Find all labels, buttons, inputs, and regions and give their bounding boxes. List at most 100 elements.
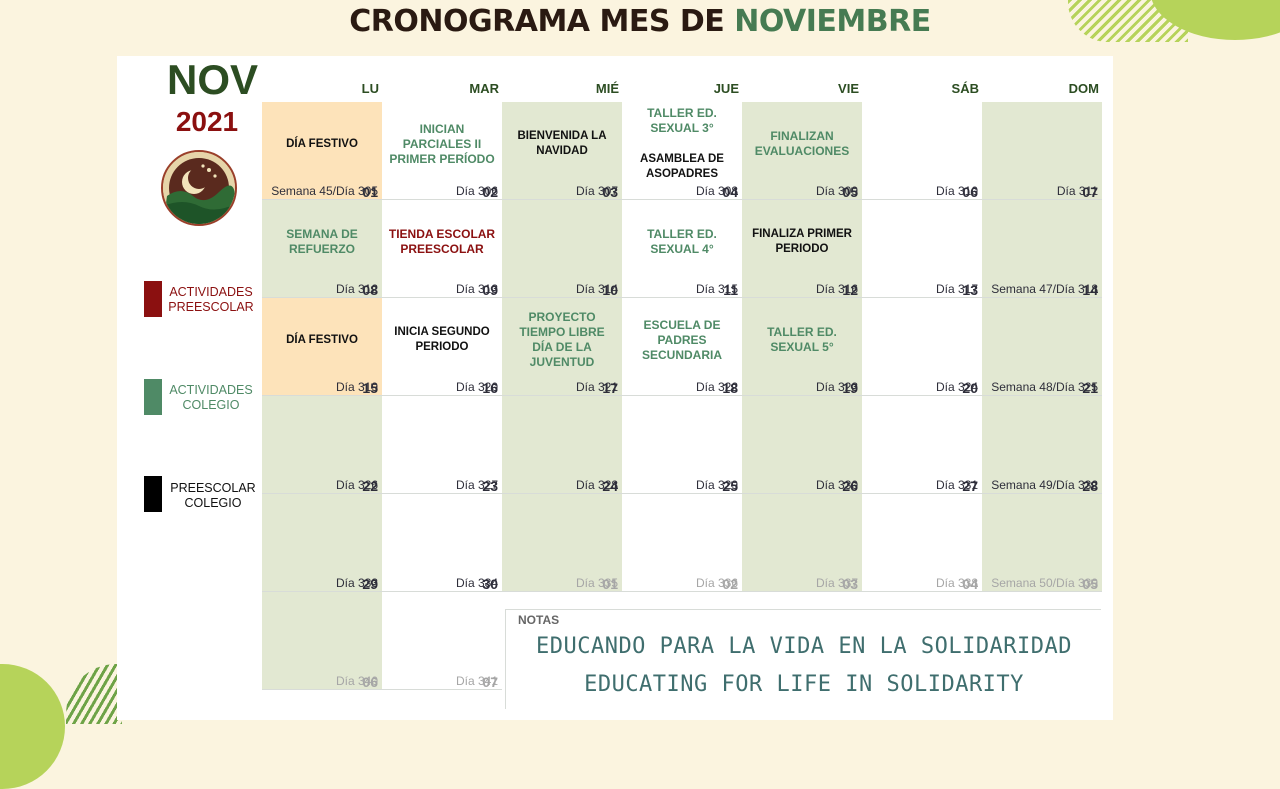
day-of-year: Día 324 <box>935 380 978 394</box>
day-of-year: Día 314 <box>575 282 618 296</box>
event-label: TIENDA ESCOLAR PREESCOLAR <box>388 227 496 256</box>
event: TIENDA ESCOLAR PREESCOLAR <box>382 212 502 272</box>
day-cell[interactable]: DÍA FESTIVO 15 Día 319 <box>262 298 382 396</box>
day-number: 05 <box>1082 576 1098 592</box>
legend-swatch-colegio <box>144 379 162 415</box>
day-cell[interactable]: TALLER ED. SEXUAL 5° 19 Día 323 <box>742 298 862 396</box>
day-cell[interactable]: 07 Día 311 <box>982 102 1102 200</box>
event: INICIA SEGUNDO PERIODO <box>382 310 502 370</box>
day-cell[interactable]: DÍA FESTIVO 01 Semana 45/Día 305 <box>262 102 382 200</box>
day-of-year: Día 330 <box>815 478 858 492</box>
day-cell[interactable]: 25 Día 329 <box>622 396 742 494</box>
page-title-prefix: CRONOGRAMA MES DE <box>349 4 725 39</box>
day-number: 18 <box>722 380 738 396</box>
event: PROYECTO TIEMPO LIBRE DÍA DE LA JUVENTUD <box>502 310 622 370</box>
day-of-year: Día 335 <box>575 576 618 590</box>
day-cell[interactable]: 04 Día 338 <box>862 494 982 592</box>
event: DÍA FESTIVO <box>262 310 382 370</box>
day-number: 24 <box>602 478 618 494</box>
day-number: 02 <box>482 184 498 200</box>
weekday-header: MIÉ <box>595 81 619 96</box>
event: FINALIZA PRIMER PERIODO <box>742 212 862 272</box>
day-number: 01 <box>362 184 378 200</box>
page-title-month: NOVIEMBRE <box>734 4 931 39</box>
day-of-year: Semana 48/Día 325 <box>991 380 1098 394</box>
day-of-year: Día 322 <box>695 380 738 394</box>
day-number: 09 <box>482 282 498 298</box>
day-cell[interactable]: 06 Día 340 <box>262 592 382 690</box>
event-label: FINALIZAN EVALUACIONES <box>754 129 850 158</box>
day-cell[interactable]: 14 Semana 47/Día 318 <box>982 200 1102 298</box>
day-number: 26 <box>842 478 858 494</box>
day-cell[interactable]: FINALIZAN EVALUACIONES 05 Día 309 <box>742 102 862 200</box>
day-cell[interactable]: 26 Día 330 <box>742 396 862 494</box>
day-of-year: Día 328 <box>575 478 618 492</box>
day-of-year: Día 323 <box>815 380 858 394</box>
day-number: 14 <box>1082 282 1098 298</box>
day-of-year: Día 310 <box>935 184 978 198</box>
day-cell[interactable]: 24 Día 328 <box>502 396 622 494</box>
day-of-year: Día 317 <box>935 282 978 296</box>
notes-box: NOTAS EDUCANDO PARA LA VIDA EN LA SOLIDA… <box>505 609 1101 709</box>
day-cell[interactable]: 23 Día 327 <box>382 396 502 494</box>
day-cell[interactable]: 07 Día 341 <box>382 592 502 690</box>
legend-swatch-preescolar <box>144 281 162 317</box>
day-number: 13 <box>962 282 978 298</box>
event: FINALIZAN EVALUACIONES <box>742 114 862 174</box>
day-of-year: Día 320 <box>455 380 498 394</box>
day-cell[interactable]: 27 Día 331 <box>862 396 982 494</box>
weekday-header: SÁB <box>951 81 979 96</box>
decorative-stripes-bottom-left <box>66 664 122 724</box>
day-number: 04 <box>962 576 978 592</box>
day-cell[interactable]: INICIAN PARCIALES II PRIMER PERÍODO 02 Día… <box>382 102 502 200</box>
weekday-header: JUE <box>713 81 739 96</box>
day-cell[interactable]: BIENVENIDA LA NAVIDAD 03 Día 307 <box>502 102 622 200</box>
day-of-year: Día 340 <box>335 674 378 688</box>
day-number: 03 <box>602 184 618 200</box>
event-label: DÍA FESTIVO <box>286 333 358 346</box>
motto-spanish: EDUCANDO PARA LA VIDA EN LA SOLIDARIDAD <box>535 634 1073 659</box>
day-cell[interactable]: 28 Semana 49/Día 332 <box>982 396 1102 494</box>
day-of-year: Día 315 <box>695 282 738 296</box>
weekday-header: DOM <box>1068 81 1099 96</box>
day-number: 06 <box>362 674 378 690</box>
day-cell[interactable]: 03 Día 337 <box>742 494 862 592</box>
day-of-year: Día 319 <box>335 380 378 394</box>
day-of-year: Día 307 <box>575 184 618 198</box>
day-cell[interactable]: 10 Día 314 <box>502 200 622 298</box>
legend-label-colegio: ACTIVIDADES COLEGIO <box>169 383 253 412</box>
day-cell[interactable]: INICIA SEGUNDO PERIODO 16 Día 320 <box>382 298 502 396</box>
day-cell[interactable]: 06 Día 310 <box>862 102 982 200</box>
day-of-year: Día 321 <box>575 380 618 394</box>
day-cell[interactable]: SEMANA DE REFUERZO 08 Día 312 <box>262 200 382 298</box>
day-cell[interactable]: TALLER ED. SEXUAL 3° ASAMBLEA DE ASOPADRE… <box>622 102 742 200</box>
day-number: 25 <box>722 478 738 494</box>
day-of-year: Día 334 <box>455 576 498 590</box>
day-cell[interactable]: 29 Día 333 <box>262 494 382 592</box>
day-number: 12 <box>842 282 858 298</box>
day-number: 29 <box>362 576 378 592</box>
day-cell[interactable]: FINALIZA PRIMER PERIODO 12 Día 316 <box>742 200 862 298</box>
day-number: 10 <box>602 282 618 298</box>
event-label: DÍA FESTIVO <box>286 137 358 150</box>
day-of-year: Día 311 <box>1056 184 1098 198</box>
day-cell[interactable]: TALLER ED. SEXUAL 4° 11 Día 315 <box>622 200 742 298</box>
day-cell[interactable]: 02 Día 336 <box>622 494 742 592</box>
day-cell[interactable]: PROYECTO TIEMPO LIBRE DÍA DE LA JUVENTUD… <box>502 298 622 396</box>
day-cell[interactable]: TIENDA ESCOLAR PREESCOLAR 09 Día 313 <box>382 200 502 298</box>
day-number: 05 <box>842 184 858 200</box>
event: SEMANA DE REFUERZO <box>262 212 382 272</box>
day-cell[interactable]: 22 Día 326 <box>262 396 382 494</box>
day-cell[interactable]: ESCUELA DE PADRES SECUNDARIA 18 Día 322 <box>622 298 742 396</box>
day-number: 07 <box>1082 184 1098 200</box>
day-cell[interactable]: 01 Día 335 <box>502 494 622 592</box>
event-label: INICIAN PARCIALES II PRIMER PERÍODO <box>389 121 495 166</box>
day-cell[interactable]: 20 Día 324 <box>862 298 982 396</box>
event: BIENVENIDA LA NAVIDAD <box>502 114 622 174</box>
day-cell[interactable]: 30 Día 334 <box>382 494 502 592</box>
day-cell[interactable]: 13 Día 317 <box>862 200 982 298</box>
day-of-year: Día 338 <box>935 576 978 590</box>
day-of-year: Semana 50/Día 339 <box>991 576 1098 590</box>
day-cell[interactable]: 21 Semana 48/Día 325 <box>982 298 1102 396</box>
day-cell[interactable]: 05 Semana 50/Día 339 <box>982 494 1102 592</box>
